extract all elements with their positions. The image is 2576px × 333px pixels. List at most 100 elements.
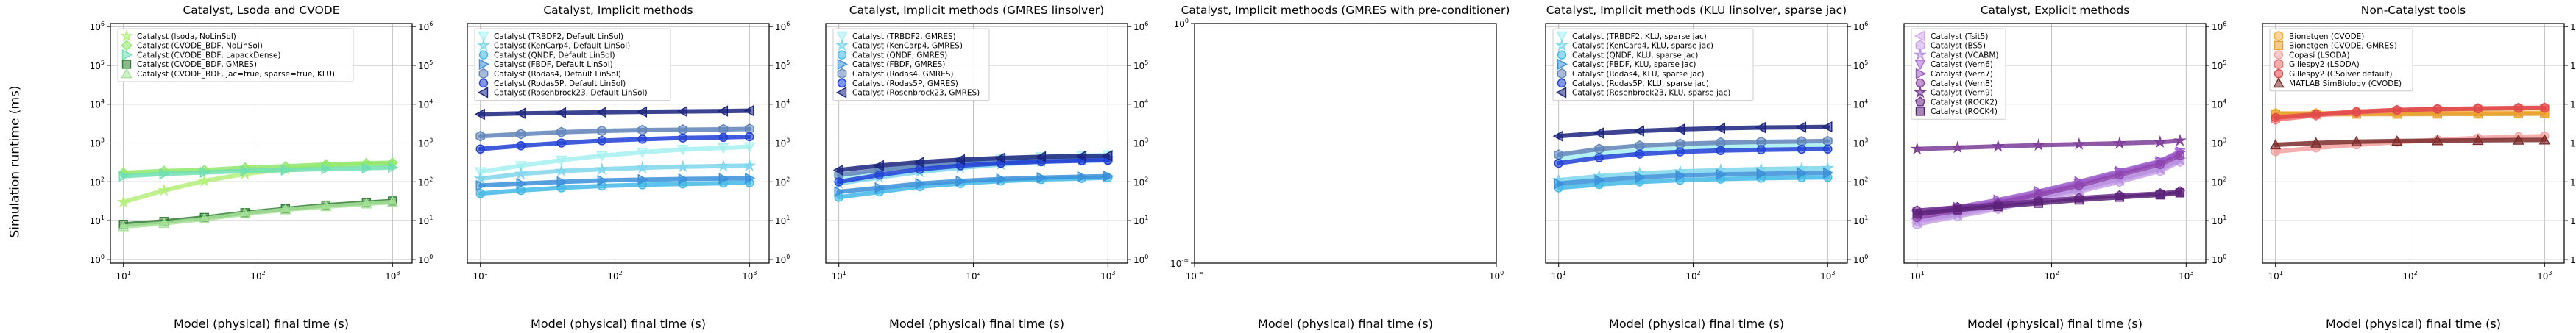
y-tick-label-right: 104 [1853,99,1868,110]
legend-marker [478,50,489,60]
data-point [874,182,885,194]
data-point [2115,170,2125,180]
data-point [556,138,566,148]
data-point [678,133,688,143]
y-tick-label-right: 104 [1133,99,1148,110]
data-point [1554,158,1563,168]
data-point [1635,171,1646,183]
y-tick-label-right: 104 [418,99,433,110]
chart-panel-3: Catalyst, Implicit methods (GMRES linsol… [825,4,1148,331]
legend-label: Catalyst (QNDF, Default LinSol) [494,51,615,60]
x-tick-label: 10-∞ [1186,270,1204,282]
legend-marker [837,58,848,71]
legend-marker [478,87,489,99]
data-point [2112,136,2126,149]
legend-label: Catalyst (CVODE_BDF, NoLinSol) [137,42,263,51]
data-point [745,172,756,185]
data-point [834,186,845,198]
ylabel-text: Simulation runtime (ms) [7,85,22,238]
data-point [2540,103,2550,113]
y-tick-label: 104 [90,99,105,110]
data-point [2473,104,2483,113]
data-point [2392,105,2402,115]
data-point [2074,181,2084,190]
legend: Catalyst (Tsit5)Catalyst (BS5)Catalyst (… [1911,28,2006,120]
legend-box [1552,28,1754,101]
x-tick-label: 101 [832,270,846,282]
data-point [2513,134,2524,145]
series-7 [474,104,754,121]
data-point [2352,107,2361,117]
legend-label: MATLAB SimBiology (CVODE) [2289,79,2402,88]
series-line [1914,138,2182,151]
data-point [516,178,527,190]
data-point [2270,138,2282,150]
data-point [637,147,648,158]
series-7 [1552,121,1833,142]
legend-label: Catalyst (TRBDF2, KLU, sparse jac) [1572,32,1707,41]
data-point [1675,147,1685,157]
x-axis-label: Model (physical) final time (s) [174,317,349,330]
data-point [118,221,130,232]
legend-label: Catalyst (QNDF, GMRES) [852,51,947,60]
legend-marker [1557,50,1567,60]
legend-marker [1914,30,1925,42]
data-point [743,104,754,117]
y-tick-label-right: 103 [2212,137,2226,149]
legend-marker [837,78,847,88]
legend-marker [476,38,491,51]
y-tick-label-right: 103 [775,137,790,149]
data-point [2175,151,2185,160]
y-tick-label-right: 101 [1133,215,1148,226]
chart-title: Catalyst, Implicit methods [543,4,693,17]
data-point [678,124,688,135]
series-line [121,160,395,176]
data-point [1635,140,1645,151]
legend-box [1911,28,2006,120]
plot-frame [1903,23,2207,264]
x-axis-label: Model (physical) final time (s) [1258,317,1433,330]
y-tick-label-right: 103 [418,137,433,149]
data-point [2310,137,2322,148]
x-tick-label: 101 [2268,270,2283,282]
legend-marker [1914,60,1926,71]
series-4 [1554,167,1834,190]
data-point [157,183,171,196]
series-2 [473,158,757,185]
x-tick-label: 101 [116,270,131,282]
data-point [2391,135,2403,146]
series-5 [2271,103,2550,123]
data-point [197,173,211,187]
legend-marker [1915,68,1926,79]
y-tick-label-right: 106 [1853,21,1868,32]
data-point [554,164,568,177]
data-point [996,173,1007,185]
data-point [1910,142,1924,155]
x-tick-label: 103 [2537,270,2552,282]
legend-marker [121,60,132,69]
data-point [955,175,966,187]
legend-label: Gillespy2 (LSODA) [2289,60,2360,69]
series-line [478,135,752,151]
series-3 [118,162,399,182]
y-tick-label-right: 102 [2570,176,2576,187]
chart-panel-2: Catalyst, Implicit methods 100 101 102 103 10… [467,4,790,331]
series-line [1556,171,1830,186]
data-point [118,170,130,182]
y-tick-label: 102 [90,176,105,187]
legend-label: Catalyst (KenCarp4, Default LinSol) [494,42,630,51]
legend-label: Catalyst (CVODE_BDF, GMRES) [137,60,257,69]
y-tick-label-right: 104 [2212,99,2226,110]
x-tick-label: 101 [473,270,488,282]
data-point [1552,130,1563,142]
data-point [1797,167,1808,179]
data-point [595,107,606,118]
data-point [718,143,729,154]
y-tick-label-right: 105 [1853,60,1868,71]
legend-marker [2274,68,2284,79]
y-tick-label: 100 [1174,18,1189,29]
data-point [556,155,567,166]
data-point [2074,195,2084,205]
data-point [2311,110,2321,119]
